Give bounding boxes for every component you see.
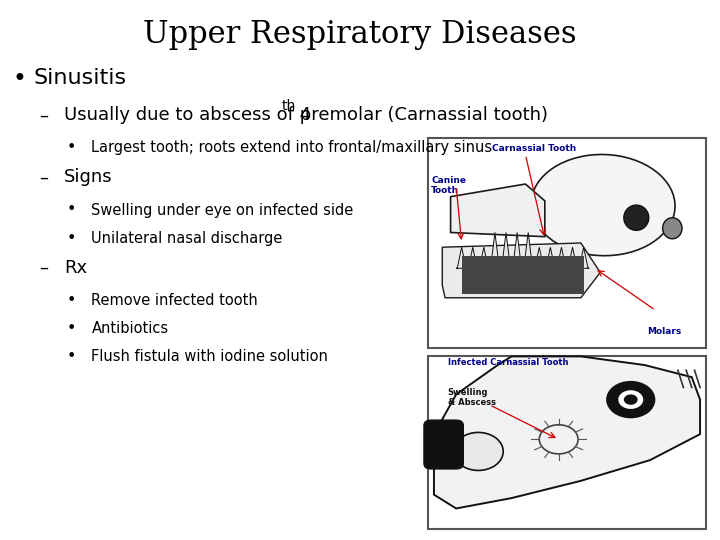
Text: •: • — [13, 68, 27, 91]
Text: Infected Carnassial Tooth: Infected Carnassial Tooth — [448, 358, 568, 367]
Text: Molars: Molars — [647, 327, 682, 336]
Bar — [428, 356, 706, 529]
Circle shape — [607, 382, 654, 417]
Text: Flush fistula with iodine solution: Flush fistula with iodine solution — [91, 349, 328, 364]
Text: –: – — [40, 106, 49, 124]
Text: Swelling under eye on infected side: Swelling under eye on infected side — [91, 202, 354, 218]
Polygon shape — [451, 184, 545, 237]
Polygon shape — [456, 232, 589, 268]
Text: Sinusitis: Sinusitis — [34, 68, 127, 87]
Text: •: • — [66, 293, 76, 308]
Text: th: th — [282, 99, 296, 113]
Polygon shape — [434, 356, 700, 509]
FancyBboxPatch shape — [424, 420, 464, 469]
Bar — [462, 255, 584, 294]
Text: •: • — [66, 231, 76, 246]
Text: Upper Respiratory Diseases: Upper Respiratory Diseases — [143, 19, 577, 50]
Text: •: • — [66, 140, 76, 156]
Circle shape — [618, 390, 643, 409]
Ellipse shape — [624, 205, 649, 231]
Text: –: – — [40, 168, 49, 186]
Ellipse shape — [531, 154, 675, 256]
Text: Largest tooth; roots extend into frontal/maxillary sinus: Largest tooth; roots extend into frontal… — [91, 140, 492, 156]
Text: Unilateral nasal discharge: Unilateral nasal discharge — [91, 231, 283, 246]
Text: Signs: Signs — [64, 168, 113, 186]
Text: Swelling
& Abscess: Swelling & Abscess — [448, 388, 496, 407]
Ellipse shape — [662, 218, 682, 239]
Text: Remove infected tooth: Remove infected tooth — [91, 293, 258, 308]
Polygon shape — [442, 243, 600, 298]
Text: Rx: Rx — [64, 259, 87, 276]
Text: •: • — [66, 202, 76, 218]
Text: Carnassial Tooth: Carnassial Tooth — [492, 144, 577, 153]
Text: Usually due to abscess of 4: Usually due to abscess of 4 — [64, 106, 311, 124]
Text: •: • — [66, 349, 76, 364]
Bar — [428, 138, 706, 348]
Text: premolar (Carnassial tooth): premolar (Carnassial tooth) — [294, 106, 548, 124]
Text: •: • — [66, 321, 76, 336]
Text: Antibiotics: Antibiotics — [91, 321, 168, 336]
Text: –: – — [40, 259, 49, 276]
Ellipse shape — [454, 433, 503, 470]
Circle shape — [624, 394, 638, 405]
Text: Canine
Tooth: Canine Tooth — [431, 176, 466, 195]
